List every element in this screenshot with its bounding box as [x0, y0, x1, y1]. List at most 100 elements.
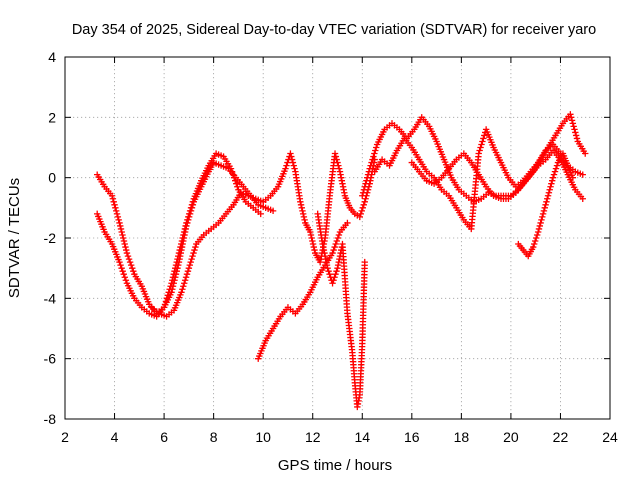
- data-point: [552, 165, 560, 172]
- data-point: [283, 162, 290, 169]
- data-point: [287, 150, 294, 157]
- data-point: [297, 198, 304, 205]
- data-point: [229, 171, 237, 178]
- data-point: [567, 111, 574, 118]
- data-point: [344, 219, 351, 227]
- data-point: [360, 186, 368, 193]
- data-point: [362, 180, 369, 187]
- data-point: [332, 271, 339, 278]
- data-point: [579, 171, 586, 178]
- data-point: [121, 274, 129, 281]
- data-point: [185, 210, 193, 218]
- x-tick-label: 12: [305, 429, 321, 445]
- data-point: [361, 258, 368, 266]
- data-point: [537, 219, 544, 227]
- data-point: [309, 240, 317, 248]
- data-point: [170, 271, 177, 278]
- data-point: [373, 144, 380, 151]
- x-tick-label: 6: [160, 429, 168, 445]
- chart-title: Day 354 of 2025, Sidereal Day-to-day VTE…: [72, 22, 596, 38]
- data-point: [165, 289, 172, 296]
- x-tick-label: 20: [503, 429, 519, 445]
- data-point: [181, 280, 188, 287]
- data-point: [479, 138, 486, 145]
- data-point: [329, 249, 336, 257]
- data-point: [111, 201, 118, 209]
- data-point: [187, 204, 195, 212]
- data-point: [333, 267, 340, 275]
- data-point: [539, 210, 547, 218]
- data-point: [372, 147, 379, 154]
- data-point: [114, 213, 122, 221]
- data-point: [108, 192, 116, 199]
- series-sat-j: [515, 150, 577, 260]
- y-tick-label: -4: [44, 290, 57, 306]
- data-point: [582, 150, 589, 157]
- data-point: [539, 213, 546, 221]
- data-point: [333, 237, 340, 245]
- data-point: [188, 255, 195, 263]
- data-point: [481, 132, 488, 139]
- x-tick-label: 18: [454, 429, 470, 445]
- data-point: [127, 261, 135, 269]
- data-point: [169, 277, 176, 284]
- data-point: [182, 222, 189, 230]
- data-point: [569, 120, 577, 127]
- data-point: [545, 189, 553, 196]
- data-point: [183, 219, 190, 227]
- data-point: [180, 228, 188, 236]
- data-point: [172, 264, 179, 272]
- data-point: [116, 258, 123, 266]
- data-point: [330, 277, 337, 284]
- data-point: [567, 114, 575, 121]
- data-point: [191, 246, 198, 254]
- data-point: [167, 283, 174, 290]
- y-tick-label: 0: [48, 170, 56, 186]
- data-point: [230, 174, 238, 181]
- data-point: [334, 234, 342, 242]
- data-point: [180, 231, 187, 239]
- data-point: [357, 210, 364, 218]
- data-point: [368, 159, 375, 166]
- data-point: [535, 225, 543, 233]
- x-tick-label: 24: [602, 429, 618, 445]
- data-point: [311, 246, 318, 254]
- data-point: [546, 186, 553, 193]
- data-point: [110, 198, 117, 205]
- y-axis-label: SDTVAR / TECUs: [6, 178, 23, 298]
- data-point: [175, 249, 183, 257]
- data-point: [531, 237, 539, 245]
- data-point: [543, 198, 550, 205]
- data-point: [175, 252, 182, 260]
- x-axis-label: GPS time / hours: [278, 457, 392, 474]
- data-point: [331, 274, 338, 281]
- data-point: [120, 234, 127, 242]
- data-point: [361, 183, 368, 190]
- data-point: [364, 171, 372, 178]
- data-point: [541, 204, 548, 212]
- data-point: [359, 189, 367, 196]
- data-point: [123, 249, 131, 257]
- data-point: [298, 204, 305, 212]
- data-point: [164, 292, 172, 299]
- data-point: [532, 234, 540, 242]
- data-point: [112, 204, 119, 212]
- data-point: [120, 237, 128, 245]
- data-point: [326, 271, 333, 278]
- data-point: [117, 222, 124, 230]
- data-point: [335, 162, 342, 169]
- data-point: [553, 162, 561, 169]
- data-point: [126, 258, 134, 266]
- data-point: [171, 267, 178, 275]
- data-point: [284, 159, 291, 166]
- data-point: [291, 165, 298, 172]
- x-tick-label: 2: [61, 429, 69, 445]
- data-point: [290, 162, 297, 169]
- y-tick-label: -2: [44, 230, 57, 246]
- data-point: [310, 243, 317, 251]
- data-point: [530, 240, 538, 248]
- data-point: [309, 237, 316, 245]
- data-point: [370, 153, 377, 160]
